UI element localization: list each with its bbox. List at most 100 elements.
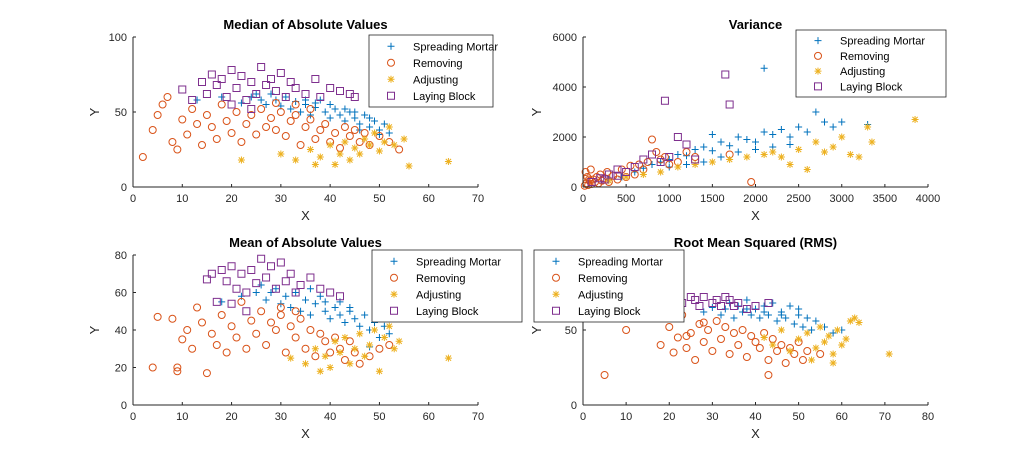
data-point xyxy=(380,138,388,146)
data-point xyxy=(340,356,349,364)
data-point xyxy=(341,319,349,326)
data-point xyxy=(829,123,837,131)
data-point xyxy=(168,314,177,323)
data-point xyxy=(351,345,359,353)
y-tick-label: 50 xyxy=(115,107,127,119)
data-point xyxy=(773,347,782,355)
data-point xyxy=(217,75,226,83)
data-point xyxy=(350,126,359,134)
data-point xyxy=(326,101,334,108)
data-point xyxy=(665,153,674,161)
data-point xyxy=(341,138,349,146)
data-point xyxy=(247,78,256,86)
data-point xyxy=(846,317,854,325)
data-point xyxy=(786,133,794,141)
legend: Spreading Mortar Removing Adjusting Laying … xyxy=(795,29,947,98)
x-tick-label: 3000 xyxy=(830,193,854,205)
data-point xyxy=(336,349,344,356)
data-point xyxy=(207,269,216,278)
x-tick-label: 50 xyxy=(373,411,385,423)
data-point xyxy=(717,335,725,343)
data-point xyxy=(738,326,747,334)
data-point xyxy=(178,115,187,124)
data-point xyxy=(302,360,309,368)
data-point xyxy=(257,63,266,71)
legend-label: Spreading Mortar xyxy=(840,36,925,48)
y-tick-label: 60 xyxy=(115,288,127,300)
data-point xyxy=(366,141,374,149)
data-point xyxy=(803,314,811,322)
x-tick-label: 30 xyxy=(706,411,718,423)
data-point xyxy=(760,334,768,341)
legend-label: Spreading Mortar xyxy=(416,256,501,268)
data-point xyxy=(272,285,280,293)
data-point xyxy=(326,364,334,371)
data-point xyxy=(311,161,319,168)
data-point xyxy=(833,326,841,334)
data-point xyxy=(257,307,266,316)
legend-label: Laying Block xyxy=(416,306,479,318)
data-point xyxy=(725,100,734,109)
data-point xyxy=(188,344,197,353)
data-point xyxy=(743,136,751,143)
data-point xyxy=(297,307,305,315)
y-axis-label: Y xyxy=(529,325,544,334)
data-point xyxy=(829,329,837,337)
data-point xyxy=(734,299,743,307)
data-point xyxy=(356,150,364,158)
data-point xyxy=(444,354,452,362)
x-tick-label: 500 xyxy=(617,193,635,205)
data-point xyxy=(695,320,704,328)
data-point xyxy=(855,153,863,161)
legend-marker xyxy=(390,257,398,265)
data-point xyxy=(306,273,315,282)
data-point xyxy=(790,320,798,328)
subplot-1: 0 10 20 30 40 50 60 70 0 50 100 Median of Absolute … xyxy=(87,17,498,223)
data-point xyxy=(700,308,708,316)
data-point xyxy=(227,66,236,74)
data-point xyxy=(355,359,364,368)
data-point xyxy=(341,334,349,341)
data-point xyxy=(812,138,820,146)
x-tick-label: 2000 xyxy=(743,193,767,205)
x-tick-label: 20 xyxy=(663,411,675,423)
data-point xyxy=(691,356,700,364)
data-point xyxy=(795,311,803,319)
data-point xyxy=(366,341,374,349)
data-point xyxy=(371,129,378,137)
data-point xyxy=(326,348,335,357)
legend-label: Spreading Mortar xyxy=(413,41,498,53)
x-tick-label: 10 xyxy=(176,193,188,205)
data-point xyxy=(262,123,271,131)
x-axis-label: X xyxy=(751,426,760,441)
data-point xyxy=(247,316,256,325)
data-point xyxy=(291,307,300,316)
data-point xyxy=(786,302,794,310)
data-point xyxy=(781,359,790,367)
data-point xyxy=(198,141,206,149)
data-point xyxy=(242,288,251,297)
data-point xyxy=(721,293,730,301)
data-point xyxy=(346,360,354,368)
data-point xyxy=(271,87,280,95)
data-point xyxy=(734,133,742,141)
data-point xyxy=(316,329,325,338)
data-point xyxy=(356,322,364,330)
data-point xyxy=(385,330,393,338)
data-point xyxy=(222,348,231,357)
data-point xyxy=(390,141,398,149)
data-point xyxy=(400,135,408,143)
data-point xyxy=(829,143,837,151)
data-point xyxy=(708,131,716,138)
x-tick-label: 1500 xyxy=(700,193,724,205)
data-point xyxy=(173,367,182,376)
data-point xyxy=(764,371,773,379)
data-point xyxy=(622,173,630,181)
data-point xyxy=(346,156,354,164)
data-point xyxy=(639,171,647,178)
data-point xyxy=(385,322,393,330)
data-point xyxy=(178,335,187,344)
data-point xyxy=(799,323,807,331)
legend-label: Removing xyxy=(578,273,628,285)
data-point xyxy=(242,96,251,104)
